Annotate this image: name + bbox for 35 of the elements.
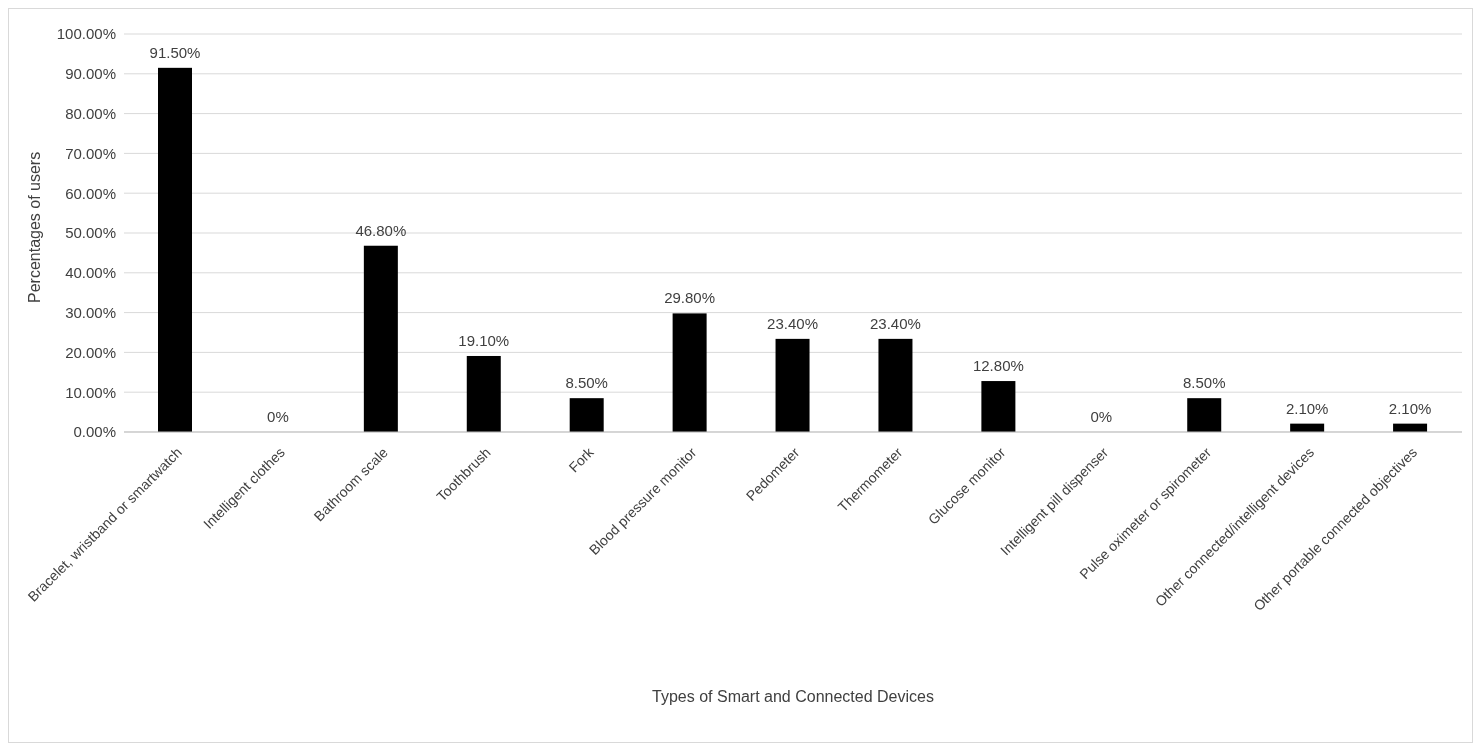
data-label: 0% <box>267 408 289 425</box>
data-label: 29.80% <box>664 289 716 307</box>
y-tick-label: 70.00% <box>65 144 116 162</box>
y-tick-label: 60.00% <box>65 184 116 202</box>
y-tick-label: 30.00% <box>65 303 116 321</box>
bar <box>466 355 501 432</box>
x-axis-title: Types of Smart and Connected Devices <box>652 688 934 705</box>
bar <box>158 67 192 432</box>
data-label: 91.50% <box>149 43 201 61</box>
y-tick-label: 50.00% <box>65 224 116 242</box>
data-label: 2.10% <box>1285 399 1329 417</box>
data-label: 0% <box>1090 408 1113 425</box>
y-tick-label: 100.00% <box>56 25 116 43</box>
bar <box>363 245 398 432</box>
data-label: 8.50% <box>1182 374 1226 392</box>
data-label: 12.80% <box>972 357 1024 375</box>
y-tick-label: 90.00% <box>65 65 116 83</box>
y-tick-label: 40.00% <box>65 264 116 282</box>
bar <box>672 313 707 432</box>
bar <box>569 398 604 432</box>
data-label: 46.80% <box>355 221 407 239</box>
y-tick-label: 20.00% <box>65 343 116 361</box>
y-tick-label: 0.00% <box>73 423 116 441</box>
bar <box>775 338 810 432</box>
y-tick-label: 80.00% <box>65 104 116 122</box>
data-label: 19.10% <box>458 331 510 349</box>
data-label: 23.40% <box>767 314 818 332</box>
bar <box>981 381 1016 432</box>
y-axis-title: Percentages of users <box>25 151 43 303</box>
bar <box>878 338 913 432</box>
y-tick-label: 10.00% <box>65 383 116 401</box>
data-label: 2.10% <box>1388 399 1432 417</box>
bar <box>1187 398 1222 432</box>
data-label: 8.50% <box>565 374 608 392</box>
data-label: 23.40% <box>870 314 921 332</box>
